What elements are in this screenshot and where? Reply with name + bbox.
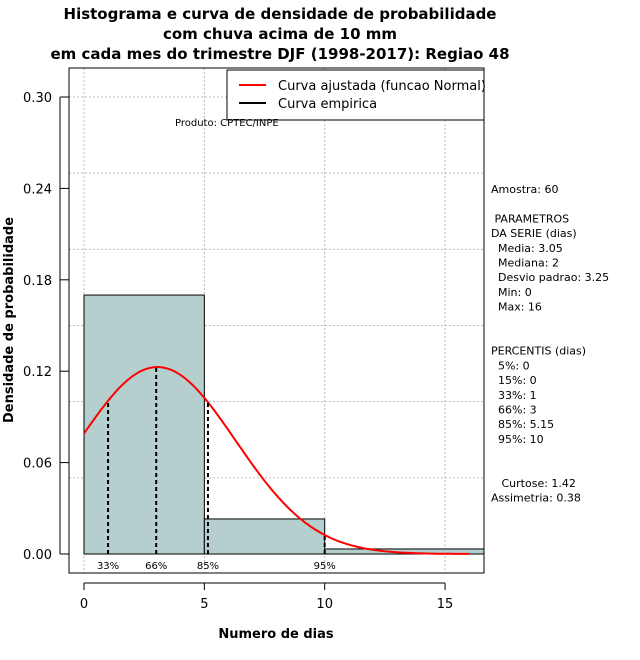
stat-line: 85%: 5.15 [491,418,554,431]
stat-line: Min: 0 [491,286,532,299]
stat-line: Media: 3.05 [491,242,563,255]
x-tick-label: 0 [80,597,88,612]
credit-text: Produto: CPTEC/INPE [175,118,279,129]
title-line-1: Histograma e curva de densidade de proba… [64,5,497,23]
percentile-lines: 33% 66% 85% 95% [97,367,336,572]
x-tick-label: 5 [200,597,208,612]
percentile-label: 95% [314,561,336,572]
legend: Curva ajustada (funcao Normal) Curva emp… [226,69,486,121]
stat-line: Amostra: 60 [491,183,558,196]
stat-line: 15%: 0 [491,374,537,387]
bars [83,294,485,555]
y-axis-label: Densidade de probabilidade [2,217,17,423]
stat-line: 66%: 3 [491,404,537,417]
legend-label-empirical: Curva empirica [278,97,377,112]
stat-line: Mediana: 2 [491,257,559,270]
stat-line: Desvio padrao: 3.25 [491,271,609,284]
percentile-label: 33% [97,561,119,572]
chart-title: Histograma e curva de densidade de proba… [50,5,509,63]
stat-line: PERCENTIS (dias) [491,345,586,358]
y-tick-label: 0.00 [23,548,52,563]
y-tick-label: 0.06 [23,457,52,472]
stat-line: 95%: 10 [491,433,544,446]
axes: 0 5 10 15 0.00 0.06 0.12 0.18 0.24 0.30 [23,91,453,612]
stat-line: Max: 16 [491,301,542,314]
stat-line: PARAMETROS [491,212,569,225]
y-tick-label: 0.12 [23,365,52,380]
x-tick-label: 15 [437,597,454,612]
histogram-bar [83,294,205,555]
stat-line: Curtose: 1.42 [491,477,576,490]
stat-line: DA SERIE (dias) [491,227,577,240]
stats-panel: Amostra: 60 PARAMETROS DA SERIE (dias) Me… [491,183,609,505]
title-line-3: em cada mes do trimestre DJF (1998-2017)… [50,45,509,63]
percentile-label: 85% [197,561,219,572]
y-tick-label: 0.24 [23,182,52,197]
histogram-bar [203,518,326,555]
stat-line: Assimetria: 0.38 [491,492,581,505]
y-tick-label: 0.18 [23,274,52,289]
stat-line: 5%: 0 [491,359,530,372]
legend-label-fitted: Curva ajustada (funcao Normal) [278,79,486,94]
title-line-2: com chuva acima de 10 mm [163,25,397,43]
stat-line: 33%: 1 [491,389,537,402]
x-axis-label: Numero de dias [218,627,334,642]
x-tick-label: 10 [316,597,333,612]
percentile-label: 66% [145,561,167,572]
y-tick-label: 0.30 [23,91,52,106]
normal-curve [83,366,470,555]
plot-box [68,67,485,574]
